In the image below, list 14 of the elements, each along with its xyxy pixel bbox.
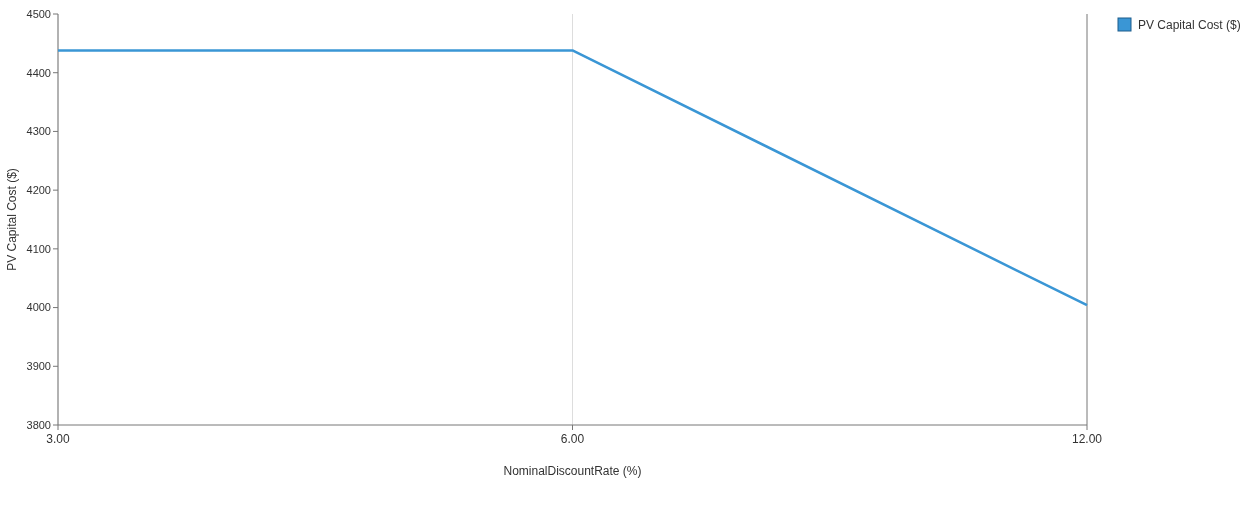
y-tick-label: 3800: [26, 418, 51, 431]
y-tick-label: 4100: [26, 242, 51, 255]
y-tick-label: 4300: [26, 125, 51, 138]
legend-label: PV Capital Cost ($): [1138, 18, 1241, 32]
x-tick-label: 3.00: [46, 432, 70, 446]
x-tick-label: 6.00: [560, 432, 585, 446]
y-tick-label: 3900: [26, 360, 51, 373]
x-tick-label: 12.00: [1071, 432, 1103, 446]
y-tick-label: 4200: [26, 183, 51, 196]
y-axis-title: PV Capital Cost ($): [5, 168, 19, 271]
y-tick-label: 4400: [26, 66, 51, 79]
x-axis-title: NominalDiscountRate (%): [503, 464, 642, 478]
y-tick-label: 4500: [26, 7, 51, 20]
y-tick-label: 4000: [26, 301, 51, 314]
